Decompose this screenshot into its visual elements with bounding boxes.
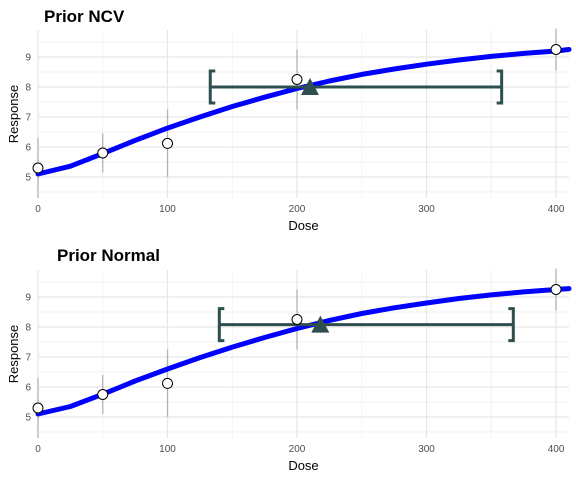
y-tick-label: 7 (25, 113, 31, 124)
x-axis-label: Dose (288, 218, 318, 233)
data-point (291, 314, 303, 325)
x-axis-label: Dose (288, 458, 318, 473)
y-tick-label: 6 (25, 383, 31, 394)
estimate-marker (300, 78, 319, 95)
x-tick-label: 300 (418, 444, 435, 455)
x-tick-label: 200 (289, 444, 306, 455)
data-point (550, 44, 562, 55)
y-tick-label: 8 (25, 83, 31, 94)
y-tick-label: 6 (25, 143, 31, 154)
y-tick-label: 5 (25, 413, 31, 424)
interval-lower-bracket (217, 307, 225, 343)
y-tick-label: 9 (25, 293, 31, 304)
panel-title: Prior NCV (44, 7, 125, 26)
fitted-curve (35, 47, 572, 177)
data-point (550, 284, 562, 295)
x-tick-label: 400 (548, 444, 565, 455)
data-point (32, 162, 44, 174)
data-point (162, 137, 174, 149)
interval-upper-bracket (496, 69, 504, 105)
x-tick-label: 300 (418, 204, 435, 215)
data-point (291, 74, 303, 85)
interval-upper-bracket (508, 307, 515, 343)
y-tick-label: 7 (25, 353, 31, 364)
panel-2: 0 100 200 300 400 5 6 7 8 9 Dose Response Prior Norm… (6, 246, 572, 473)
y-axis-label: Response (6, 325, 21, 384)
panel-1: 0 100 200 300 400 5 6 7 8 9 Dose Response Prior NCV (6, 7, 572, 233)
x-tick-label: 100 (159, 204, 176, 215)
data-point (97, 389, 109, 400)
x-tick-label: 0 (35, 444, 41, 455)
panel-title: Prior Normal (57, 246, 160, 265)
y-tick-label: 5 (25, 173, 31, 184)
y-axis-label: Response (6, 85, 21, 144)
x-tick-label: 400 (548, 204, 565, 215)
y-tick-label: 8 (25, 323, 31, 334)
x-tick-label: 0 (35, 204, 41, 215)
data-point (32, 402, 44, 414)
fitted-curve (35, 286, 572, 417)
estimate-marker (311, 315, 330, 333)
data-point (162, 377, 174, 389)
y-tick-label: 9 (25, 53, 31, 64)
x-tick-label: 200 (289, 204, 306, 215)
x-tick-label: 100 (159, 444, 176, 455)
data-point (97, 147, 109, 159)
interval-lower-bracket (208, 69, 216, 105)
